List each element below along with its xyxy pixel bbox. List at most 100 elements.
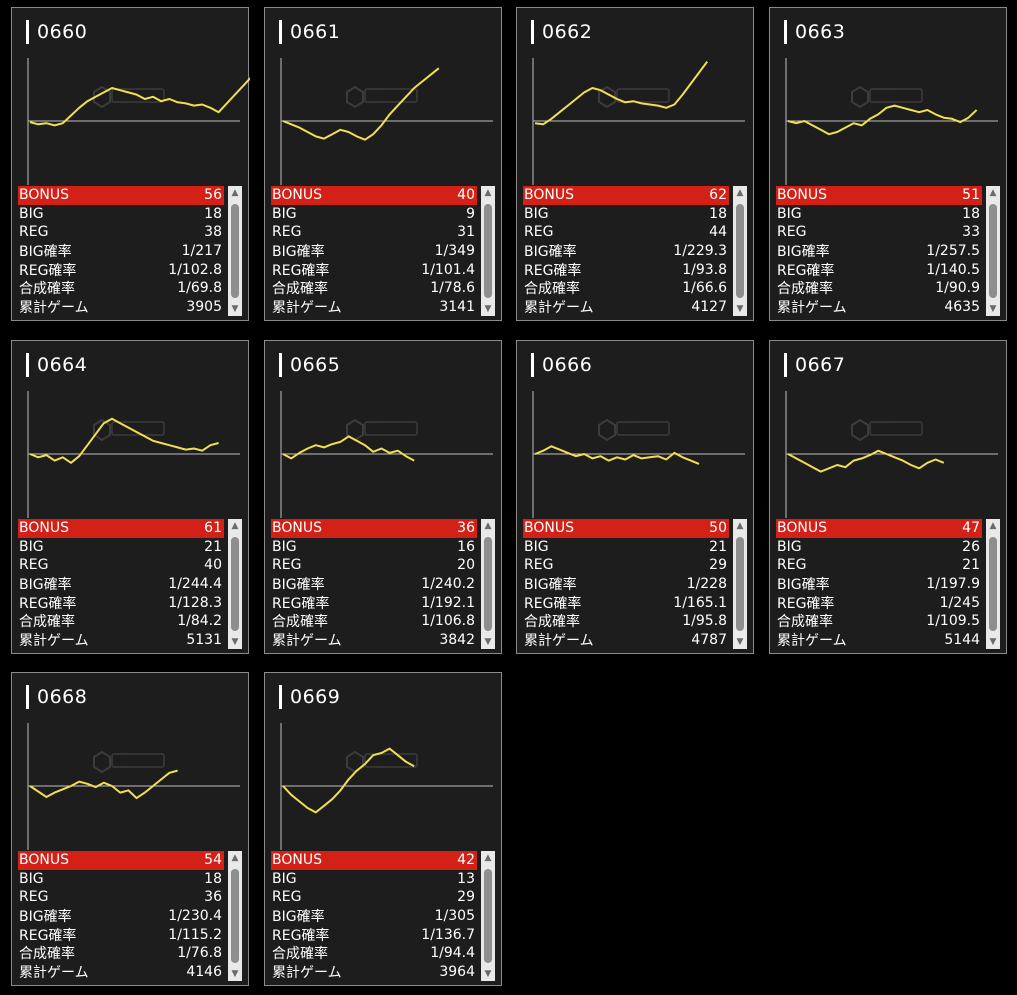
stats-scrollbar[interactable]: ▲ ▼	[986, 186, 1000, 316]
row-big: BIG 13	[271, 870, 477, 889]
scroll-up-arrow-icon[interactable]: ▲	[484, 853, 492, 863]
scroll-down-arrow-icon[interactable]: ▼	[989, 304, 997, 314]
machine-number[interactable]: 0662	[542, 21, 593, 43]
machine-card-0664[interactable]: 0664 BONUS 61 BIG 21 REG 40	[11, 340, 249, 654]
row-total-games: 累計ゲーム 5131	[18, 631, 224, 650]
scroll-down-arrow-icon[interactable]: ▼	[231, 969, 239, 979]
stats-scrollbar[interactable]: ▲ ▼	[481, 851, 495, 981]
machine-card-0668[interactable]: 0668 BONUS 54 BIG 18 REG 36	[11, 672, 249, 986]
scroll-up-arrow-icon[interactable]: ▲	[736, 188, 744, 198]
row-reg: REG 44	[523, 223, 729, 242]
scroll-down-arrow-icon[interactable]: ▼	[484, 637, 492, 647]
machine-number[interactable]: 0660	[37, 21, 88, 43]
scroll-thumb[interactable]	[484, 204, 492, 298]
total-games-label: 累計ゲーム	[19, 299, 89, 316]
stats-panel: BONUS 56 BIG 18 REG 38 BIG確率 1/217 REG確率…	[18, 186, 242, 316]
scroll-down-arrow-icon[interactable]: ▼	[736, 304, 744, 314]
machine-card-0669[interactable]: 0669 BONUS 42 BIG 13 REG 29	[264, 672, 502, 986]
row-combined-rate: 合成確率 1/90.9	[776, 279, 982, 298]
stats-scrollbar[interactable]: ▲ ▼	[986, 519, 1000, 649]
scroll-up-arrow-icon[interactable]: ▲	[231, 521, 239, 531]
machine-card-0666[interactable]: 0666 BONUS 50 BIG 21 REG 29	[516, 340, 754, 654]
big-rate-label: BIG確率	[272, 909, 325, 926]
machine-card-0663[interactable]: 0663 BONUS 51 BIG 18 REG 33	[769, 7, 1007, 321]
row-reg: REG 33	[776, 223, 982, 242]
scroll-up-arrow-icon[interactable]: ▲	[989, 521, 997, 531]
stats-scrollbar[interactable]: ▲ ▼	[481, 519, 495, 649]
machine-card-0661[interactable]: 0661 BONUS 40 BIG 9 REG 31	[264, 7, 502, 321]
scroll-up-arrow-icon[interactable]: ▲	[989, 188, 997, 198]
scroll-up-arrow-icon[interactable]: ▲	[736, 521, 744, 531]
stats-scrollbar[interactable]: ▲ ▼	[481, 186, 495, 316]
stats-scrollbar[interactable]: ▲ ▼	[228, 851, 242, 981]
scroll-thumb[interactable]	[231, 204, 239, 298]
scroll-down-arrow-icon[interactable]: ▼	[736, 637, 744, 647]
reg-value: 38	[204, 224, 222, 241]
machine-number[interactable]: 0666	[542, 354, 593, 376]
reg-value: 44	[709, 224, 727, 241]
scroll-down-arrow-icon[interactable]: ▼	[989, 637, 997, 647]
reg-rate-label: REG確率	[19, 927, 77, 944]
scroll-thumb[interactable]	[736, 537, 744, 631]
bonus-label: BONUS	[19, 520, 69, 537]
scroll-down-arrow-icon[interactable]: ▼	[231, 637, 239, 647]
reg-rate-label: REG確率	[777, 262, 835, 279]
combined-rate-value: 1/106.8	[421, 613, 475, 630]
machine-card-0667[interactable]: 0667 BONUS 47 BIG 26 REG 21	[769, 340, 1007, 654]
machine-number[interactable]: 0668	[37, 686, 88, 708]
row-reg-rate: REG確率 1/115.2	[18, 925, 224, 944]
combined-rate-value: 1/76.8	[177, 945, 222, 962]
bonus-value: 50	[709, 520, 727, 537]
total-games-value: 4787	[691, 631, 727, 648]
scroll-down-arrow-icon[interactable]: ▼	[231, 304, 239, 314]
machine-number[interactable]: 0663	[795, 21, 846, 43]
machine-card-0660[interactable]: 0660 BONUS 56 BIG 18 REG 38	[11, 7, 250, 321]
bonus-value: 62	[709, 187, 727, 204]
scroll-up-arrow-icon[interactable]: ▲	[231, 188, 239, 198]
row-reg: REG 31	[271, 223, 477, 242]
row-big-rate: BIG確率 1/217	[18, 242, 224, 261]
machine-number[interactable]: 0665	[290, 354, 341, 376]
big-value: 9	[466, 205, 475, 222]
machine-number[interactable]: 0664	[37, 354, 88, 376]
reg-rate-label: REG確率	[19, 262, 77, 279]
scroll-thumb[interactable]	[484, 537, 492, 631]
scroll-thumb[interactable]	[231, 869, 239, 963]
scroll-thumb[interactable]	[989, 204, 997, 298]
total-games-label: 累計ゲーム	[524, 632, 594, 649]
scroll-thumb[interactable]	[484, 869, 492, 963]
scroll-up-arrow-icon[interactable]: ▲	[231, 853, 239, 863]
big-rate-label: BIG確率	[524, 577, 577, 594]
stats-panel: BONUS 61 BIG 21 REG 40 BIG確率 1/244.4 REG…	[18, 519, 242, 649]
total-games-value: 5131	[186, 631, 222, 648]
reg-value: 29	[709, 557, 727, 574]
row-big: BIG 21	[18, 538, 224, 557]
bonus-label: BONUS	[777, 520, 827, 537]
machine-card-0665[interactable]: 0665 BONUS 36 BIG 16 REG 20	[264, 340, 502, 654]
machine-number[interactable]: 0667	[795, 354, 846, 376]
big-rate-value: 1/228	[686, 576, 727, 593]
scroll-thumb[interactable]	[736, 204, 744, 298]
big-value: 13	[457, 870, 475, 887]
stats-panel: BONUS 47 BIG 26 REG 21 BIG確率 1/197.9 REG…	[776, 519, 1000, 649]
machine-number[interactable]: 0661	[290, 21, 341, 43]
stats-scrollbar[interactable]: ▲ ▼	[733, 519, 747, 649]
stats-scrollbar[interactable]: ▲ ▼	[228, 186, 242, 316]
stats-panel: BONUS 51 BIG 18 REG 33 BIG確率 1/257.5 REG…	[776, 186, 1000, 316]
row-bonus: BONUS 36	[271, 519, 477, 538]
bonus-label: BONUS	[19, 187, 69, 204]
scroll-down-arrow-icon[interactable]: ▼	[484, 304, 492, 314]
stats-scrollbar[interactable]: ▲ ▼	[733, 186, 747, 316]
machine-card-0662[interactable]: 0662 BONUS 62 BIG 18 REG 44	[516, 7, 754, 321]
row-bonus: BONUS 42	[271, 851, 477, 870]
scroll-thumb[interactable]	[989, 537, 997, 631]
machine-number[interactable]: 0669	[290, 686, 341, 708]
bonus-label: BONUS	[524, 520, 574, 537]
reg-rate-label: REG確率	[272, 262, 330, 279]
title-accent-bar	[26, 685, 29, 709]
scroll-up-arrow-icon[interactable]: ▲	[484, 521, 492, 531]
stats-scrollbar[interactable]: ▲ ▼	[228, 519, 242, 649]
scroll-up-arrow-icon[interactable]: ▲	[484, 188, 492, 198]
scroll-down-arrow-icon[interactable]: ▼	[484, 969, 492, 979]
scroll-thumb[interactable]	[231, 537, 239, 631]
